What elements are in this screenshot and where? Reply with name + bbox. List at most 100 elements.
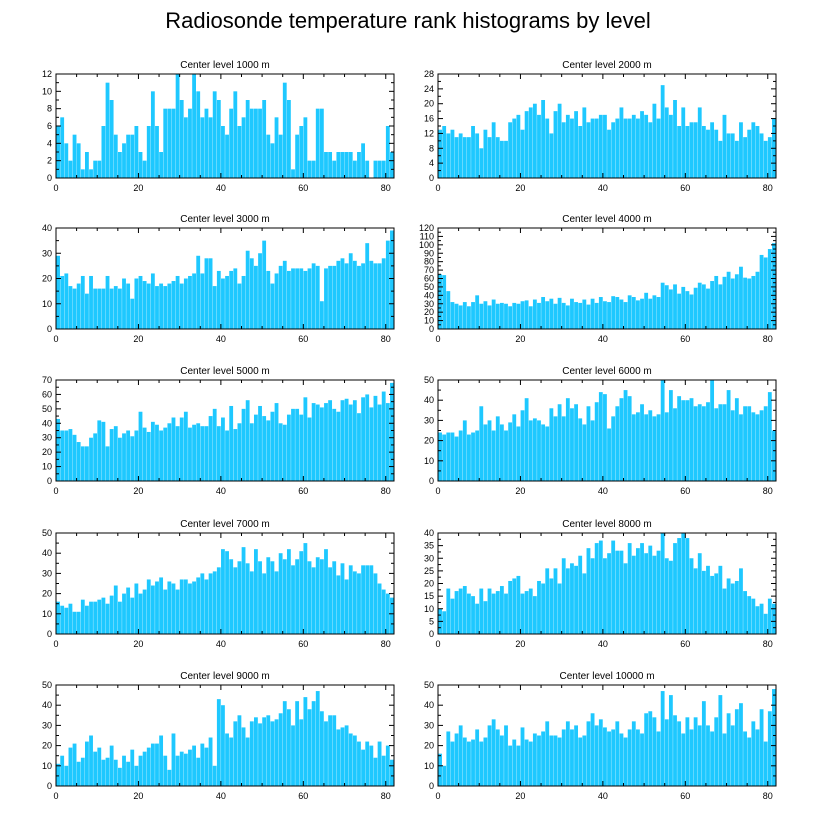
bar (361, 565, 365, 634)
bar (689, 558, 694, 634)
bar (594, 402, 599, 481)
bar (307, 417, 312, 481)
bar (68, 160, 73, 178)
bar (282, 424, 287, 481)
y-tick-label: 0 (47, 173, 52, 183)
bar (722, 404, 727, 481)
bar (475, 729, 480, 786)
y-tick-label: 40 (42, 418, 52, 428)
x-tick-label: 80 (763, 486, 773, 496)
bar (677, 538, 682, 634)
bar (462, 586, 467, 634)
bar (390, 230, 394, 329)
bar (438, 753, 442, 786)
y-tick-label: 20 (424, 579, 434, 589)
bar (122, 278, 126, 329)
bar (155, 581, 159, 634)
bar (352, 735, 357, 786)
bar (553, 568, 558, 634)
bar (216, 699, 221, 786)
bar (755, 606, 760, 634)
bar (607, 129, 611, 178)
bar (188, 275, 192, 329)
x-tick-label: 60 (680, 791, 690, 801)
bar (471, 302, 475, 329)
y-tick-label: 40 (42, 700, 52, 710)
bar (315, 557, 320, 634)
bar (730, 725, 735, 786)
histogram-panel-4: Center level 4000 m0 20 40 60 80010203040506… (419, 214, 777, 344)
bar (718, 565, 723, 634)
bar (561, 729, 566, 786)
bar (557, 737, 562, 786)
bar (262, 573, 267, 634)
bar (117, 288, 122, 329)
bar (146, 579, 151, 634)
bar (627, 118, 632, 178)
bar (578, 555, 583, 634)
bar (710, 731, 715, 786)
y-tick-label: 10 (42, 462, 52, 472)
bar (574, 302, 578, 329)
bar (701, 406, 706, 481)
bar (93, 601, 98, 634)
y-tick-label: 40 (424, 528, 434, 538)
bar (462, 420, 467, 481)
bar (574, 565, 578, 634)
bar (541, 731, 546, 786)
bar (196, 423, 201, 481)
bar (734, 274, 739, 329)
bar (467, 434, 471, 481)
bar (93, 751, 98, 786)
histogram-panel-7: Center level 7000 m 0 20 40 60 80 0 10 20 30 40 50 (42, 519, 395, 649)
bar (229, 108, 234, 178)
bar (446, 291, 451, 329)
bar (340, 727, 345, 786)
bar (714, 717, 719, 786)
bar (574, 111, 578, 178)
bar (594, 302, 599, 329)
bar (603, 727, 607, 786)
bar (85, 446, 89, 481)
x-tick-label: 0 (53, 183, 58, 193)
bar (340, 258, 345, 329)
bar (241, 547, 246, 634)
bar (446, 588, 451, 634)
bar (270, 721, 275, 786)
bar (491, 122, 496, 178)
bar (130, 749, 135, 786)
bar (673, 543, 677, 634)
bar (254, 717, 258, 786)
bar (743, 137, 747, 178)
bar (697, 282, 702, 329)
bar (319, 559, 324, 634)
bar (348, 565, 353, 634)
y-tick-label: 0 (47, 629, 52, 639)
bar (537, 420, 541, 481)
bar (561, 416, 566, 481)
bar (155, 126, 159, 178)
bar (101, 288, 106, 329)
bar (582, 424, 587, 481)
bar (233, 268, 238, 329)
x-tick-label: 60 (680, 639, 690, 649)
y-tick-label: 20 (42, 741, 52, 751)
bar (348, 253, 353, 329)
bar (545, 568, 550, 634)
bar (730, 278, 735, 329)
bar (303, 397, 308, 481)
bar (72, 288, 77, 329)
bar (142, 751, 147, 786)
y-tick-label: 40 (42, 548, 52, 558)
bar (454, 591, 459, 634)
bar (319, 711, 324, 786)
x-tick-label: 20 (515, 639, 525, 649)
bar (167, 423, 172, 481)
bar (458, 430, 463, 481)
y-tick-label: 12 (424, 128, 434, 138)
bar (385, 403, 390, 481)
bar (685, 400, 690, 481)
bar (89, 601, 93, 634)
bar (664, 558, 669, 634)
bar (344, 152, 349, 178)
